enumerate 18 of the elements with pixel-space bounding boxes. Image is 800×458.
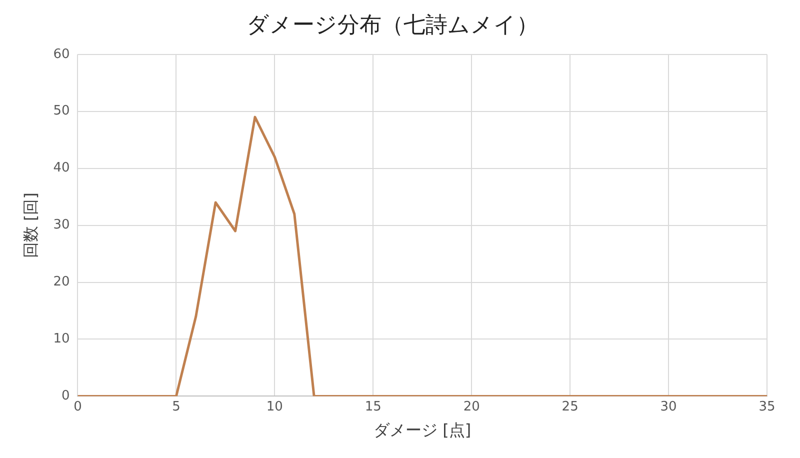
y-tick-label: 0 <box>61 388 70 404</box>
y-tick-label: 30 <box>53 218 70 233</box>
y-tick-label: 40 <box>53 160 70 176</box>
x-tick-label: 0 <box>74 399 82 414</box>
x-tick-label: 25 <box>562 399 578 414</box>
y-tick-label: 10 <box>53 332 70 347</box>
x-tick-label: 15 <box>364 399 382 414</box>
y-tick-label: 20 <box>53 274 70 290</box>
x-tick-label: 30 <box>660 399 677 414</box>
y-tick-label: 60 <box>53 46 70 62</box>
x-tick-label: 35 <box>758 399 776 414</box>
x-tick-label: 5 <box>172 399 180 414</box>
x-tick-label: 20 <box>463 399 480 414</box>
y-axis-title: 回数 [回] <box>20 192 40 258</box>
chart-title: ダメージ分布（七詩ムメイ） <box>246 12 538 38</box>
y-tick-label: 50 <box>53 104 70 119</box>
x-axis-title: ダメージ [点] <box>374 420 472 440</box>
x-tick-label: 10 <box>266 399 283 414</box>
